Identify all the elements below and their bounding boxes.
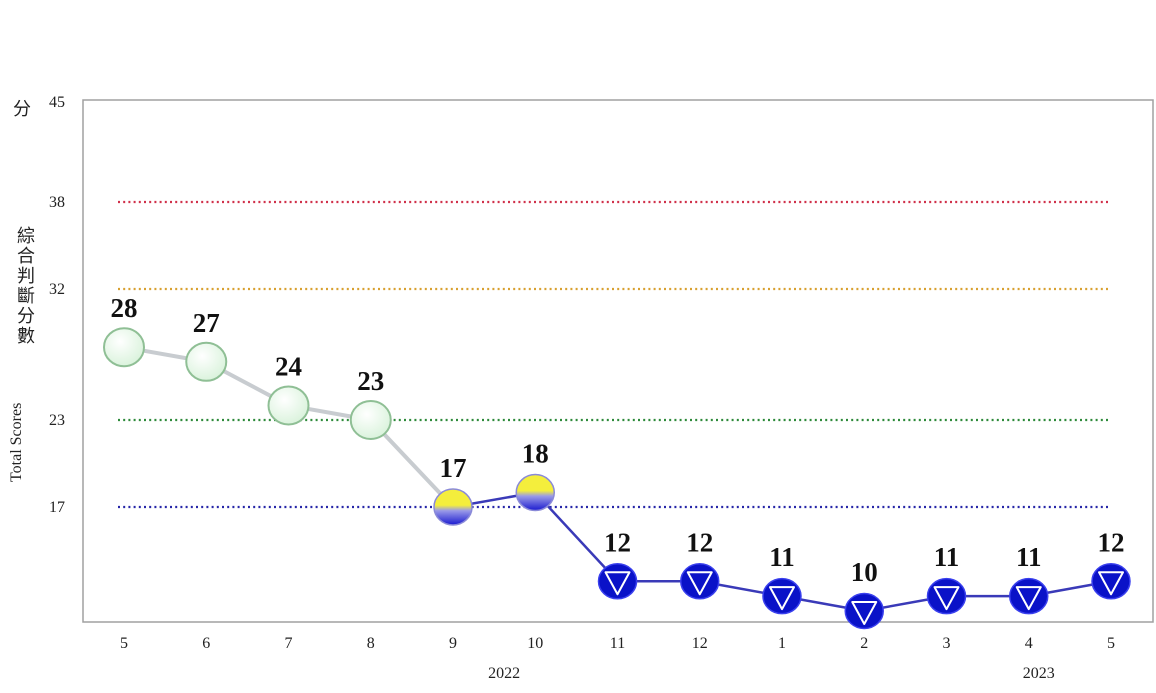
data-label: 11 [1016,542,1042,572]
plot-area [82,99,1154,623]
data-label: 18 [522,439,549,469]
x-tick-label: 7 [285,635,293,652]
data-label: 12 [604,527,631,557]
x-tick-label: 4 [1025,635,1033,652]
x-tick-label: 6 [202,635,210,652]
x-tick-label: 5 [120,635,128,652]
data-point-green [185,341,228,382]
series-segment [534,491,619,583]
data-label: 17 [440,453,467,483]
y-tick-label: 45 [49,94,65,111]
data-label: 11 [934,542,960,572]
data-point-down-triangle [769,586,795,611]
x-tick-label: 12 [692,635,708,652]
x-tick-label: 3 [943,635,951,652]
data-point-down-triangle [1015,586,1042,611]
y-tick-label: 23 [49,412,65,429]
x-tick-label: 8 [367,635,375,652]
year-label: 2022 [488,665,520,682]
data-point-green [349,400,392,440]
data-labels: 28 27 24 23 17 18 12 12 11 10 11 11 12 [111,293,1125,587]
y-axis-ticks: 45 38 32 23 17 [49,94,65,516]
data-point-down-triangle [604,571,631,596]
data-point-green [103,327,145,368]
y-tick-label: 38 [49,194,65,211]
data-point-yellow-blue [433,488,473,526]
threshold-lines [118,200,1108,509]
year-labels: 2022 2023 [488,665,1055,682]
x-axis-ticks: 5 6 7 8 9 10 11 12 1 2 3 4 5 [120,635,1115,652]
x-tick-label: 2 [860,635,868,652]
x-tick-label: 5 [1107,635,1115,652]
y-axis-unit-label: 分 [13,99,31,120]
x-tick-label: 9 [449,635,457,652]
x-tick-label: 10 [527,635,543,652]
y-tick-label: 32 [49,281,65,298]
x-tick-label: 11 [610,635,625,652]
data-label: 28 [111,293,138,323]
year-label: 2023 [1023,665,1055,682]
data-point-down-triangle [933,586,960,611]
data-point-down-triangle [851,601,878,625]
data-point-green [267,385,310,426]
data-label: 24 [275,351,302,381]
data-point-down-triangle [1098,571,1124,596]
data-label: 27 [193,308,220,338]
x-tick-label: 1 [778,635,786,652]
data-label: 10 [851,557,878,587]
data-points [103,327,1131,630]
y-axis-label-english: Total Scores [8,402,25,482]
data-point-yellow-blue [515,473,555,512]
data-label: 12 [1098,527,1125,557]
data-label: 12 [686,527,713,557]
y-tick-label: 17 [49,499,65,516]
data-label: 23 [357,366,384,396]
data-point-down-triangle [686,571,713,596]
y-axis-label-chinese: 綜合判斷分數 [14,226,35,346]
data-label: 11 [769,542,795,572]
